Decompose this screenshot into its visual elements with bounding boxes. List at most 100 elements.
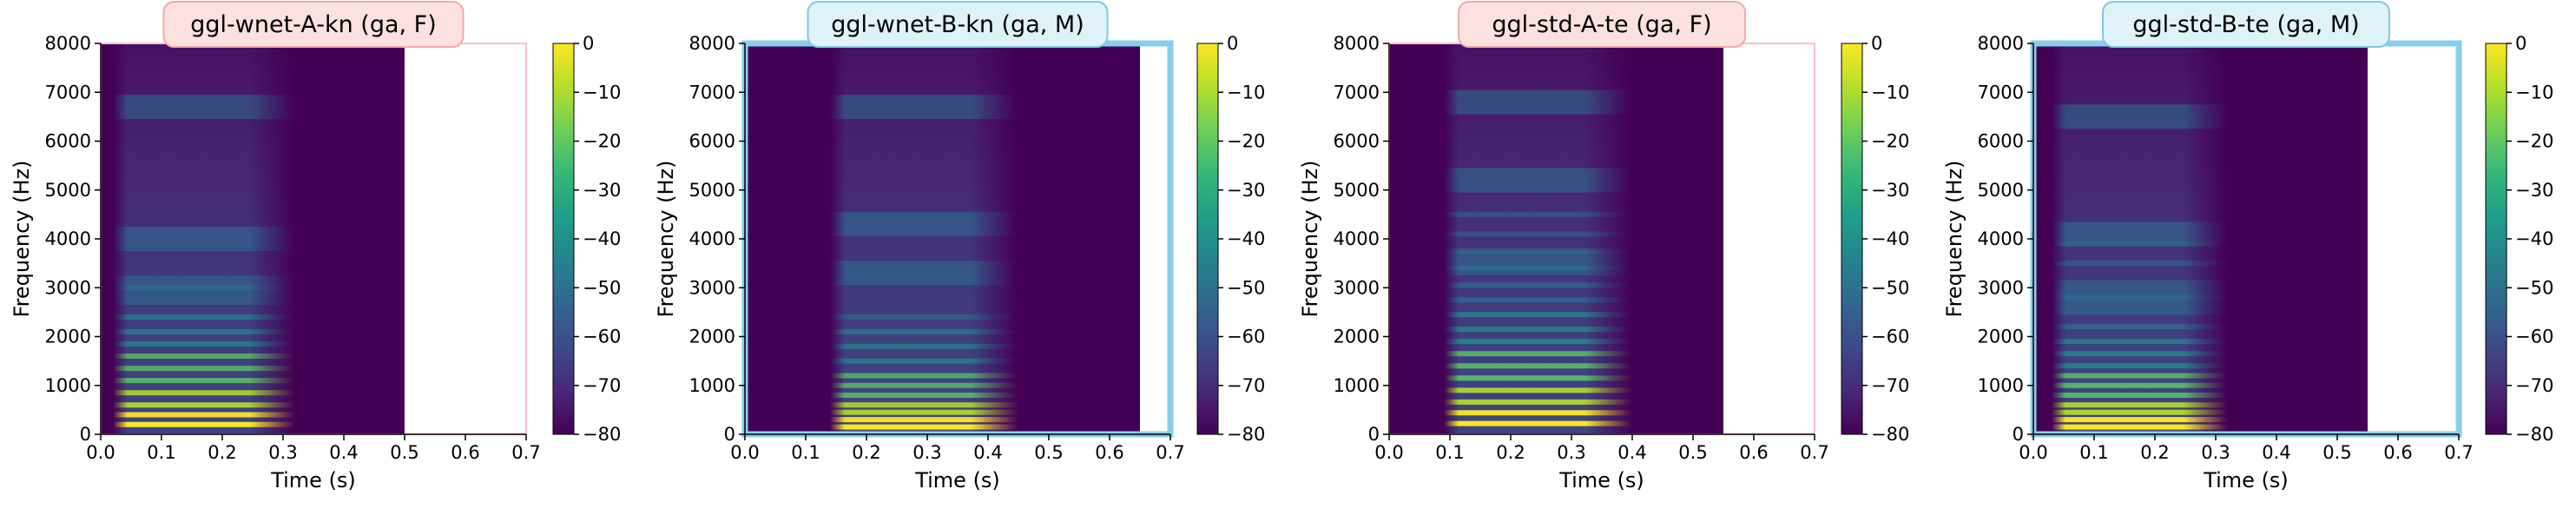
harmonic-band bbox=[2033, 280, 2368, 286]
harmonic-band bbox=[1389, 231, 1723, 237]
harmonic-band bbox=[1389, 375, 1723, 381]
colorbar-tick-label: −70 bbox=[583, 375, 621, 396]
harmonic-band bbox=[745, 393, 1140, 398]
title-box bbox=[162, 1, 464, 48]
x-axis-label: Time (s) bbox=[2203, 468, 2289, 492]
harmonic-band bbox=[101, 285, 405, 291]
x-tick-label: 0.0 bbox=[730, 442, 759, 463]
y-tick-label: 5000 bbox=[1334, 180, 1380, 201]
x-tick-label: 0.4 bbox=[2262, 442, 2290, 463]
spectrogram-image bbox=[101, 43, 405, 434]
chart-title: ggl-std-A-te (ga, F) bbox=[1492, 11, 1711, 38]
y-tick-label: 7000 bbox=[689, 82, 735, 102]
harmonic-band bbox=[101, 421, 405, 427]
y-tick-label: 6000 bbox=[1334, 131, 1380, 152]
harmonic-band bbox=[745, 358, 1140, 364]
harmonic-band bbox=[101, 314, 405, 320]
colorbar-tick-label: −60 bbox=[583, 327, 621, 347]
chart-title: ggl-wnet-A-kn (ga, F) bbox=[190, 11, 436, 38]
y-axis-label: Frequency (Hz) bbox=[1298, 161, 1322, 318]
formant-band bbox=[2033, 221, 2368, 247]
colorbar bbox=[552, 43, 575, 435]
colorbar-tick-label: −50 bbox=[583, 277, 621, 298]
colorbar-tick-label: −60 bbox=[1227, 327, 1265, 347]
spectrogram-svg: 0.0 0.1 0.2 0.3 0.4 0.5 0.6 0.7 0 1000 2000 3000 400… bbox=[654, 1, 1265, 492]
colorbar-tick-label: −40 bbox=[583, 228, 621, 249]
harmonic-band bbox=[101, 402, 405, 408]
y-tick-label: 6000 bbox=[1978, 131, 2024, 152]
colorbar-tick-label: −60 bbox=[1871, 327, 1909, 347]
harmonic-band bbox=[1389, 363, 1723, 369]
harmonic-band bbox=[1389, 399, 1723, 405]
title-box bbox=[2102, 1, 2390, 48]
y-tick-label: 3000 bbox=[1978, 277, 2024, 298]
spectrogram-panel: 0.0 0.1 0.2 0.3 0.4 0.5 0.6 0.7 0 1000 2000 3000 400… bbox=[0, 0, 644, 506]
x-tick-label: 0.7 bbox=[1800, 442, 1828, 463]
harmonic-band bbox=[1389, 387, 1723, 393]
x-tick-label: 0.4 bbox=[1617, 442, 1646, 463]
formant-band bbox=[1389, 168, 1723, 193]
colorbar-tick-label: −10 bbox=[1871, 82, 1909, 102]
x-tick-label: 0.3 bbox=[912, 442, 941, 463]
y-tick-label: 4000 bbox=[1978, 228, 2024, 249]
chart-title: ggl-std-B-te (ga, M) bbox=[2132, 11, 2359, 38]
harmonic-band bbox=[101, 300, 405, 306]
harmonic-band bbox=[2033, 424, 2368, 430]
colorbar-tick-label: −70 bbox=[1227, 375, 1265, 396]
x-tick-label: 0.0 bbox=[86, 442, 115, 463]
y-tick-label: 8000 bbox=[689, 33, 735, 54]
harmonic-band bbox=[2033, 241, 2368, 247]
spectrogram-image bbox=[1389, 43, 1723, 434]
y-tick-label: 4000 bbox=[1334, 228, 1380, 249]
x-tick-label: 0.5 bbox=[2322, 442, 2351, 463]
colorbar-tick-label: 0 bbox=[2515, 33, 2527, 54]
colorbar bbox=[2485, 43, 2507, 435]
y-tick-label: 5000 bbox=[1978, 180, 2024, 201]
y-tick-label: 0 bbox=[1368, 424, 1380, 445]
colorbar-tick-label: −40 bbox=[2515, 228, 2553, 249]
x-tick-label: 0.1 bbox=[147, 442, 175, 463]
harmonic-band bbox=[101, 378, 405, 384]
y-tick-label: 7000 bbox=[45, 82, 91, 102]
harmonic-band bbox=[2033, 309, 2368, 315]
harmonic-band bbox=[1389, 211, 1723, 217]
x-tick-label: 0.2 bbox=[852, 442, 880, 463]
harmonic-band bbox=[745, 328, 1140, 334]
colorbar-tick-label: 0 bbox=[1871, 33, 1882, 54]
colorbar-tick-label: −80 bbox=[1227, 424, 1265, 445]
y-tick-label: 6000 bbox=[689, 131, 735, 152]
colorbar bbox=[1841, 43, 1863, 435]
y-tick-label: 1000 bbox=[1978, 375, 2024, 396]
colorbar-tick-label: −20 bbox=[583, 131, 621, 152]
harmonic-band bbox=[2033, 409, 2368, 415]
formant-band bbox=[745, 95, 1140, 120]
x-tick-label: 0.3 bbox=[1557, 442, 1585, 463]
colorbar-tick-label: −40 bbox=[1227, 228, 1265, 249]
harmonic-band bbox=[101, 354, 405, 359]
x-tick-label: 0.1 bbox=[2079, 442, 2108, 463]
x-tick-label: 0.7 bbox=[1156, 442, 1184, 463]
harmonic-band bbox=[101, 412, 405, 418]
y-tick-label: 7000 bbox=[1334, 82, 1380, 102]
harmonic-band bbox=[2033, 351, 2368, 357]
x-tick-label: 0.1 bbox=[791, 442, 820, 463]
harmonic-band bbox=[745, 409, 1140, 415]
harmonic-band bbox=[2033, 402, 2368, 408]
formant-band bbox=[745, 212, 1140, 237]
x-tick-label: 0.6 bbox=[1739, 442, 1768, 463]
x-tick-label: 0.0 bbox=[2019, 442, 2047, 463]
y-tick-label: 0 bbox=[2013, 424, 2024, 445]
y-tick-label: 1000 bbox=[1334, 375, 1380, 396]
colorbar-tick-label: −20 bbox=[1871, 131, 1909, 152]
colorbar-tick-label: 0 bbox=[1227, 33, 1238, 54]
y-axis-label: Frequency (Hz) bbox=[10, 161, 34, 318]
y-tick-label: 2000 bbox=[1978, 327, 2024, 347]
spectrogram-image bbox=[745, 43, 1140, 434]
y-tick-label: 4000 bbox=[689, 228, 735, 249]
formant-band bbox=[101, 227, 405, 251]
spectrogram-panel: 0.0 0.1 0.2 0.3 0.4 0.5 0.6 0.7 0 1000 2000 3000 400… bbox=[1933, 0, 2576, 506]
x-tick-label: 0.2 bbox=[2140, 442, 2169, 463]
y-tick-label: 5000 bbox=[45, 180, 91, 201]
y-tick-label: 4000 bbox=[45, 228, 91, 249]
spectrogram-svg: 0.0 0.1 0.2 0.3 0.4 0.5 0.6 0.7 0 1000 2000 3000 400… bbox=[10, 1, 621, 492]
